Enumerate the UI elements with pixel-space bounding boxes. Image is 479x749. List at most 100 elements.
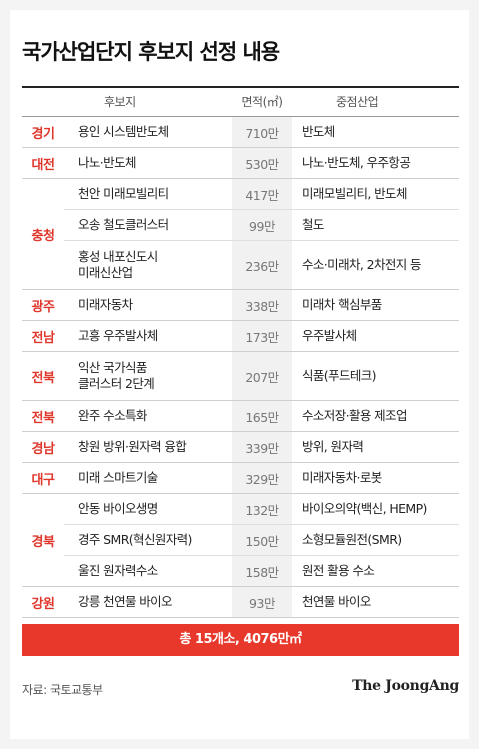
region-rows: 미래 스마트기술 329만 미래자동차·로봇 (64, 463, 459, 493)
site-area: 530만 (232, 148, 292, 178)
region-group: 전북 완주 수소특화 165만 수소저장·활용 제조업 (22, 401, 459, 432)
site-area: 173만 (232, 321, 292, 351)
site-name: 안동 바이오생명 (64, 501, 232, 517)
site-area: 236만 (232, 241, 292, 289)
region-rows: 완주 수소특화 165만 수소저장·활용 제조업 (64, 401, 459, 431)
table-row: 익산 국가식품 클러스터 2단계 207만 식품(푸드테크) (64, 352, 459, 400)
site-industry: 천연물 바이오 (302, 594, 371, 609)
site-name: 익산 국가식품 클러스터 2단계 (64, 360, 232, 392)
site-name-line: 고흥 우주발사체 (78, 328, 158, 343)
site-name: 경주 SMR(혁신원자력) (64, 532, 232, 548)
site-name-line: 안동 바이오생명 (78, 501, 158, 516)
site-area: 150만 (232, 525, 292, 555)
table-row: 경주 SMR(혁신원자력) 150만 소형모듈원전(SMR) (64, 525, 459, 556)
site-name-line: 오송 철도클러스터 (78, 217, 169, 232)
site-name-line: 미래자동차 (78, 297, 133, 312)
region-label: 경북 (31, 534, 55, 550)
site-area: 338만 (232, 290, 292, 320)
site-area: 158만 (232, 556, 292, 586)
page-title: 국가산업단지 후보지 선정 내용 (22, 40, 280, 64)
site-name: 창원 방위·원자력 융합 (64, 439, 232, 455)
site-name-line: 미래신산업 (78, 265, 133, 280)
site-name: 미래자동차 (64, 297, 232, 313)
region-rows: 강릉 천연물 바이오 93만 천연물 바이오 (64, 587, 459, 617)
site-name-line: 익산 국가식품 (78, 360, 147, 375)
site-name: 오송 철도클러스터 (64, 217, 232, 233)
site-industry: 미래차 핵심부품 (302, 297, 382, 312)
site-name-line: 울진 원자력수소 (78, 563, 158, 578)
site-area: 165만 (232, 401, 292, 431)
header-region-spacer (22, 88, 64, 116)
region-label: 전북 (31, 410, 55, 426)
site-name-line: 완주 수소특화 (78, 408, 147, 423)
site-name-line: 강릉 천연물 바이오 (78, 594, 173, 609)
region-label: 대전 (31, 157, 55, 173)
site-industry: 미래모빌리티, 반도체 (302, 186, 407, 201)
table-row: 미래자동차 338만 미래차 핵심부품 (64, 290, 459, 320)
site-area: 99만 (232, 210, 292, 240)
table-row: 안동 바이오생명 132만 바이오의약(백신, HEMP) (64, 494, 459, 525)
region-label: 충청 (31, 228, 55, 244)
site-industry: 바이오의약(백신, HEMP) (302, 501, 427, 516)
source-note: 자료: 국토교통부 (22, 683, 103, 697)
site-industry: 수소저장·활용 제조업 (302, 408, 407, 423)
site-industry: 우주발사체 (302, 328, 357, 343)
table-row: 나노·반도체 530만 나노·반도체, 우주항공 (64, 148, 459, 178)
site-name: 미래 스마트기술 (64, 470, 232, 486)
publisher-logo: The JoongAng (352, 678, 459, 694)
table-row: 미래 스마트기술 329만 미래자동차·로봇 (64, 463, 459, 493)
table-row: 용인 시스템반도체 710만 반도체 (64, 117, 459, 147)
region-rows: 고흥 우주발사체 173만 우주발사체 (64, 321, 459, 351)
region-label: 경남 (31, 441, 55, 457)
site-name-line: 나노·반도체 (78, 155, 136, 170)
table-row: 울진 원자력수소 158만 원전 활용 수소 (64, 556, 459, 586)
total-banner: 총 15개소, 4076만㎡ (22, 624, 459, 656)
region-rows: 미래자동차 338만 미래차 핵심부품 (64, 290, 459, 320)
site-name: 용인 시스템반도체 (64, 124, 232, 140)
region-label: 전남 (31, 330, 55, 346)
site-name-line: 클러스터 2단계 (78, 376, 155, 391)
site-name-line: 경주 SMR(혁신원자력) (78, 532, 192, 547)
site-area: 329만 (232, 463, 292, 493)
region-group: 대전 나노·반도체 530만 나노·반도체, 우주항공 (22, 148, 459, 179)
site-industry: 반도체 (302, 124, 335, 139)
site-name-line: 홍성 내포신도시 (78, 249, 158, 264)
site-name-line: 용인 시스템반도체 (78, 124, 169, 139)
region-rows: 창원 방위·원자력 융합 339만 방위, 원자력 (64, 432, 459, 462)
region-label: 경기 (31, 126, 55, 142)
region-rows: 안동 바이오생명 132만 바이오의약(백신, HEMP) 경주 SMR(혁신원자력)… (64, 494, 459, 586)
region-group: 경남 창원 방위·원자력 융합 339만 방위, 원자력 (22, 432, 459, 463)
table-header: 후보지 면적(㎡) 중점산업 (22, 88, 459, 117)
site-industry: 방위, 원자력 (302, 439, 364, 454)
site-industry: 철도 (302, 217, 324, 232)
site-name: 천안 미래모빌리티 (64, 186, 232, 202)
region-group: 강원 강릉 천연물 바이오 93만 천연물 바이오 (22, 587, 459, 618)
site-name: 홍성 내포신도시 미래신산업 (64, 249, 232, 281)
site-area: 93만 (232, 587, 292, 617)
table-body: 경기 용인 시스템반도체 710만 반도체 대전 나노·반도체 530만 나노·반도체, 우주… (22, 117, 459, 618)
site-industry: 소형모듈원전(SMR) (302, 532, 402, 547)
header-industry: 중점산업 (336, 95, 379, 109)
region-label: 대구 (31, 472, 55, 488)
site-industry: 식품(푸드테크) (302, 368, 377, 383)
table-row: 창원 방위·원자력 융합 339만 방위, 원자력 (64, 432, 459, 462)
site-name-line: 천안 미래모빌리티 (78, 186, 169, 201)
table-row: 고흥 우주발사체 173만 우주발사체 (64, 321, 459, 351)
table-row: 강릉 천연물 바이오 93만 천연물 바이오 (64, 587, 459, 617)
site-name: 나노·반도체 (64, 155, 232, 171)
region-group: 경기 용인 시스템반도체 710만 반도체 (22, 117, 459, 148)
site-industry: 수소·미래차, 2차전지 등 (302, 257, 422, 272)
region-label: 강원 (31, 596, 55, 612)
site-name: 완주 수소특화 (64, 408, 232, 424)
site-industry: 원전 활용 수소 (302, 563, 375, 578)
site-area: 710만 (232, 117, 292, 147)
site-area: 132만 (232, 494, 292, 524)
region-rows: 나노·반도체 530만 나노·반도체, 우주항공 (64, 148, 459, 178)
site-name-line: 창원 방위·원자력 융합 (78, 439, 187, 454)
site-area: 417만 (232, 179, 292, 209)
table-row: 천안 미래모빌리티 417만 미래모빌리티, 반도체 (64, 179, 459, 210)
region-label: 전북 (31, 370, 55, 386)
